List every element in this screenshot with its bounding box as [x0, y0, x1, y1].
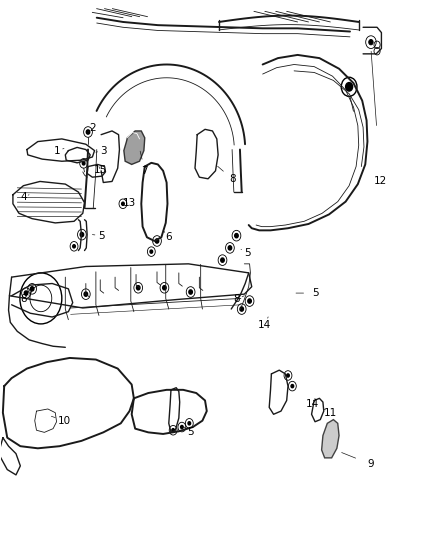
Text: 5: 5	[98, 231, 104, 241]
Circle shape	[122, 202, 124, 205]
Circle shape	[84, 292, 88, 296]
Circle shape	[73, 245, 75, 248]
Text: 14: 14	[306, 399, 319, 409]
Text: 1: 1	[54, 146, 61, 156]
Text: 5: 5	[187, 427, 194, 438]
Circle shape	[172, 429, 174, 432]
Circle shape	[82, 162, 85, 165]
Circle shape	[221, 258, 224, 262]
Text: 6: 6	[166, 232, 172, 243]
Circle shape	[137, 286, 140, 290]
Circle shape	[180, 425, 183, 429]
Text: 3: 3	[100, 146, 106, 156]
Polygon shape	[321, 419, 339, 458]
Text: 5: 5	[312, 288, 318, 298]
Circle shape	[30, 287, 34, 291]
Text: 5: 5	[244, 248, 251, 258]
Text: 14: 14	[258, 320, 272, 330]
Circle shape	[369, 39, 373, 45]
Text: 9: 9	[367, 459, 374, 469]
Text: 8: 8	[20, 294, 27, 304]
Text: 15: 15	[94, 165, 107, 175]
Text: 4: 4	[20, 192, 27, 203]
Circle shape	[189, 290, 192, 294]
Circle shape	[24, 291, 28, 295]
Circle shape	[155, 239, 159, 243]
Circle shape	[150, 250, 152, 253]
Circle shape	[235, 233, 238, 238]
Circle shape	[287, 374, 289, 377]
Text: 12: 12	[374, 176, 387, 187]
Text: 10: 10	[57, 416, 71, 426]
Circle shape	[80, 232, 84, 237]
Circle shape	[248, 299, 251, 303]
Circle shape	[240, 307, 244, 311]
Text: 8: 8	[233, 294, 240, 304]
Polygon shape	[124, 131, 145, 165]
Text: 13: 13	[123, 198, 136, 208]
Circle shape	[291, 384, 293, 387]
Circle shape	[346, 83, 353, 91]
Circle shape	[228, 246, 232, 250]
Text: 2: 2	[89, 123, 95, 133]
Text: 8: 8	[229, 174, 235, 184]
Circle shape	[188, 422, 191, 425]
Text: 7: 7	[141, 166, 148, 176]
Circle shape	[162, 286, 166, 290]
Circle shape	[86, 130, 90, 134]
Text: 11: 11	[324, 408, 337, 418]
